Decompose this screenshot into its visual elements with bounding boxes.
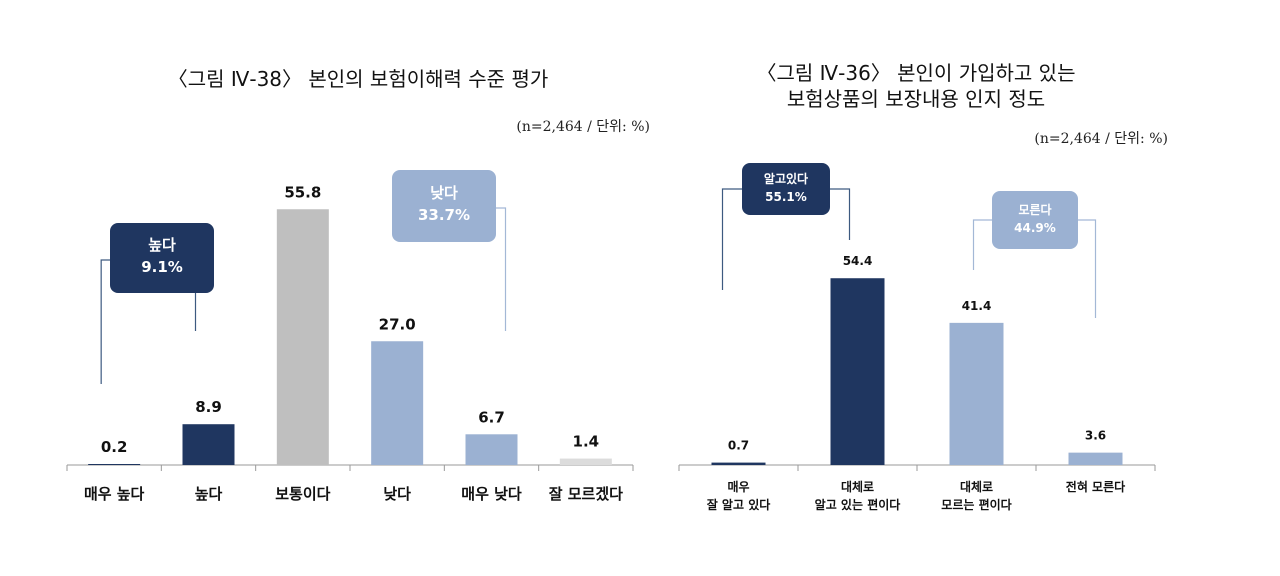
undefined-category-label-5: 매우 낮다: [461, 485, 522, 503]
undefined-value-label-5: 6.7: [478, 408, 505, 426]
undefined-category-label-6: 잘 모르겠다: [549, 485, 623, 503]
undefined-category-label-2-line1: 대체로: [841, 479, 874, 494]
undefined-annotation-label-2: 낮다: [430, 184, 458, 202]
undefined-annotation-label-1: 높다: [148, 236, 176, 254]
undefined-category-label-1-line1: 매우: [727, 479, 749, 494]
undefined-annotation-value-2: 44.9%: [1014, 221, 1056, 235]
undefined-bar-3: [949, 322, 1004, 465]
right-chart-unit-note: (n=2,464 / 단위: %): [1034, 131, 1168, 147]
undefined-annotation-value-2: 33.7%: [418, 206, 470, 224]
undefined-annotation-box-1: [742, 163, 830, 215]
left-chart-title: 〈그림 Ⅳ-38〉 본인의 보험이해력 수준 평가: [168, 67, 549, 91]
undefined-category-label-3-line2: 모르는 편이다: [941, 497, 1011, 512]
undefined-bar-1: [88, 464, 141, 465]
left-bar-chart: 0.2 매우 높다 8.9 높다 55.8 보통이다 27.0 낮다 6.7 매우 낮다 1.4 잘 …: [66, 170, 634, 503]
undefined-annotation-value-1: 9.1%: [141, 258, 183, 276]
undefined-category-label-1-line2: 잘 알고 있다: [707, 497, 771, 512]
left-chart-unit-note: (n=2,464 / 단위: %): [516, 119, 650, 135]
undefined-value-label-3: 55.8: [284, 183, 321, 201]
undefined-value-label-3: 41.4: [962, 299, 992, 313]
undefined-annotation-box-2: [392, 170, 496, 242]
undefined-bar-2: [182, 424, 235, 465]
undefined-category-label-3-line1: 대체로: [960, 479, 993, 494]
undefined-value-label-4: 27.0: [379, 315, 416, 333]
undefined-category-label-2: 높다: [195, 485, 223, 503]
undefined-bar-1: [711, 462, 766, 465]
undefined-value-label-1: 0.7: [728, 439, 749, 453]
undefined-bracket-2: [972, 219, 1097, 318]
undefined-category-label-4: 낮다: [383, 485, 411, 503]
undefined-bracket-1: [721, 188, 851, 290]
right-chart-title-line1: 〈그림 Ⅳ-36〉 본인이 가입하고 있는: [757, 61, 1076, 85]
undefined-category-label-3: 보통이다: [275, 485, 330, 503]
undefined-category-label-2-line2: 알고 있는 편이다: [815, 497, 901, 512]
undefined-annotation-label-2: 모른다: [1018, 202, 1051, 217]
undefined-bar-6: [559, 458, 612, 465]
undefined-annotation-value-1: 55.1%: [765, 190, 807, 204]
undefined-bar-5: [465, 434, 518, 465]
undefined-category-label-4: 전혀 모른다: [1066, 479, 1125, 494]
undefined-annotation-label-1: 알고있다: [764, 171, 808, 186]
undefined-value-label-2: 54.4: [843, 254, 873, 268]
undefined-value-label-4: 3.6: [1085, 429, 1106, 443]
undefined-value-label-2: 8.9: [195, 398, 222, 416]
undefined-value-label-1: 0.2: [101, 438, 128, 456]
undefined-value-label-6: 1.4: [573, 433, 600, 451]
undefined-bar-3: [276, 209, 329, 465]
undefined-annotation-box-2: [992, 191, 1078, 249]
undefined-category-label-1: 매우 높다: [84, 485, 145, 503]
right-chart-title-line2: 보험상품의 보장내용 인지 정도: [787, 87, 1045, 111]
undefined-bar-4: [371, 341, 424, 465]
undefined-bar-4: [1068, 452, 1123, 465]
undefined-bar-2: [830, 278, 885, 465]
undefined-annotation-box-1: [110, 223, 214, 293]
